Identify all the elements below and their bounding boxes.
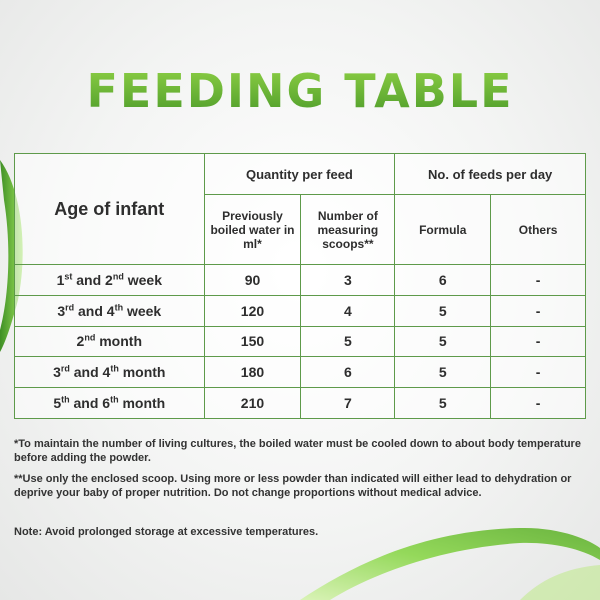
quantity-per-feed-header: Quantity per feed	[203, 153, 396, 195]
age-cell: 2nd month	[14, 325, 205, 358]
others-cell: -	[490, 356, 586, 389]
scoops-cell: 4	[300, 294, 396, 327]
table-row: 3rd and 4th month 180 6 5 -	[14, 356, 586, 389]
formula-cell: 5	[394, 356, 492, 389]
age-cell: 3rd and 4th week	[14, 294, 205, 327]
scoops-cell: 6	[300, 356, 396, 389]
age-of-infant-header: Age of infant	[14, 153, 205, 265]
age-cell: 3rd and 4th month	[14, 356, 205, 389]
storage-note: Note: Avoid prolonged storage at excessi…	[14, 526, 319, 538]
measuring-scoops-header: Number of measuring scoops**	[300, 194, 396, 265]
water-cell: 180	[203, 356, 302, 389]
table-row: 1st and 2nd week 90 3 6 -	[14, 264, 586, 296]
formula-cell: 5	[394, 325, 492, 358]
formula-cell: 5	[394, 387, 492, 419]
table-row: 2nd month 150 5 5 -	[14, 325, 586, 358]
feeds-per-day-header: No. of feeds per day	[394, 153, 586, 195]
footnote-scoop: **Use only the enclosed scoop. Using mor…	[14, 473, 572, 499]
age-cell: 5th and 6th month	[14, 387, 205, 419]
footnote-boiled-water: *To maintain the number of living cultur…	[14, 438, 581, 464]
scoops-cell: 3	[300, 264, 396, 296]
table-row: 3rd and 4th week 120 4 5 -	[14, 294, 586, 327]
water-cell: 210	[203, 387, 302, 419]
age-cell: 1st and 2nd week	[14, 264, 205, 296]
feeding-table: Age of infant Quantity per feed No. of f…	[14, 153, 586, 419]
formula-cell: 5	[394, 294, 492, 327]
others-cell: -	[490, 264, 586, 296]
water-cell: 120	[203, 294, 302, 327]
others-cell: -	[490, 387, 586, 419]
others-cell: -	[490, 294, 586, 327]
others-cell: -	[490, 325, 586, 358]
formula-cell: 6	[394, 264, 492, 296]
boiled-water-header: Previously boiled water in ml*	[203, 194, 302, 265]
scoops-cell: 7	[300, 387, 396, 419]
table-row: 5th and 6th month 210 7 5 -	[14, 387, 586, 419]
others-header: Others	[490, 194, 586, 265]
scoops-cell: 5	[300, 325, 396, 358]
water-cell: 90	[203, 264, 302, 296]
formula-header: Formula	[394, 194, 492, 265]
page-title: FEEDING TABLE	[0, 64, 600, 118]
water-cell: 150	[203, 325, 302, 358]
